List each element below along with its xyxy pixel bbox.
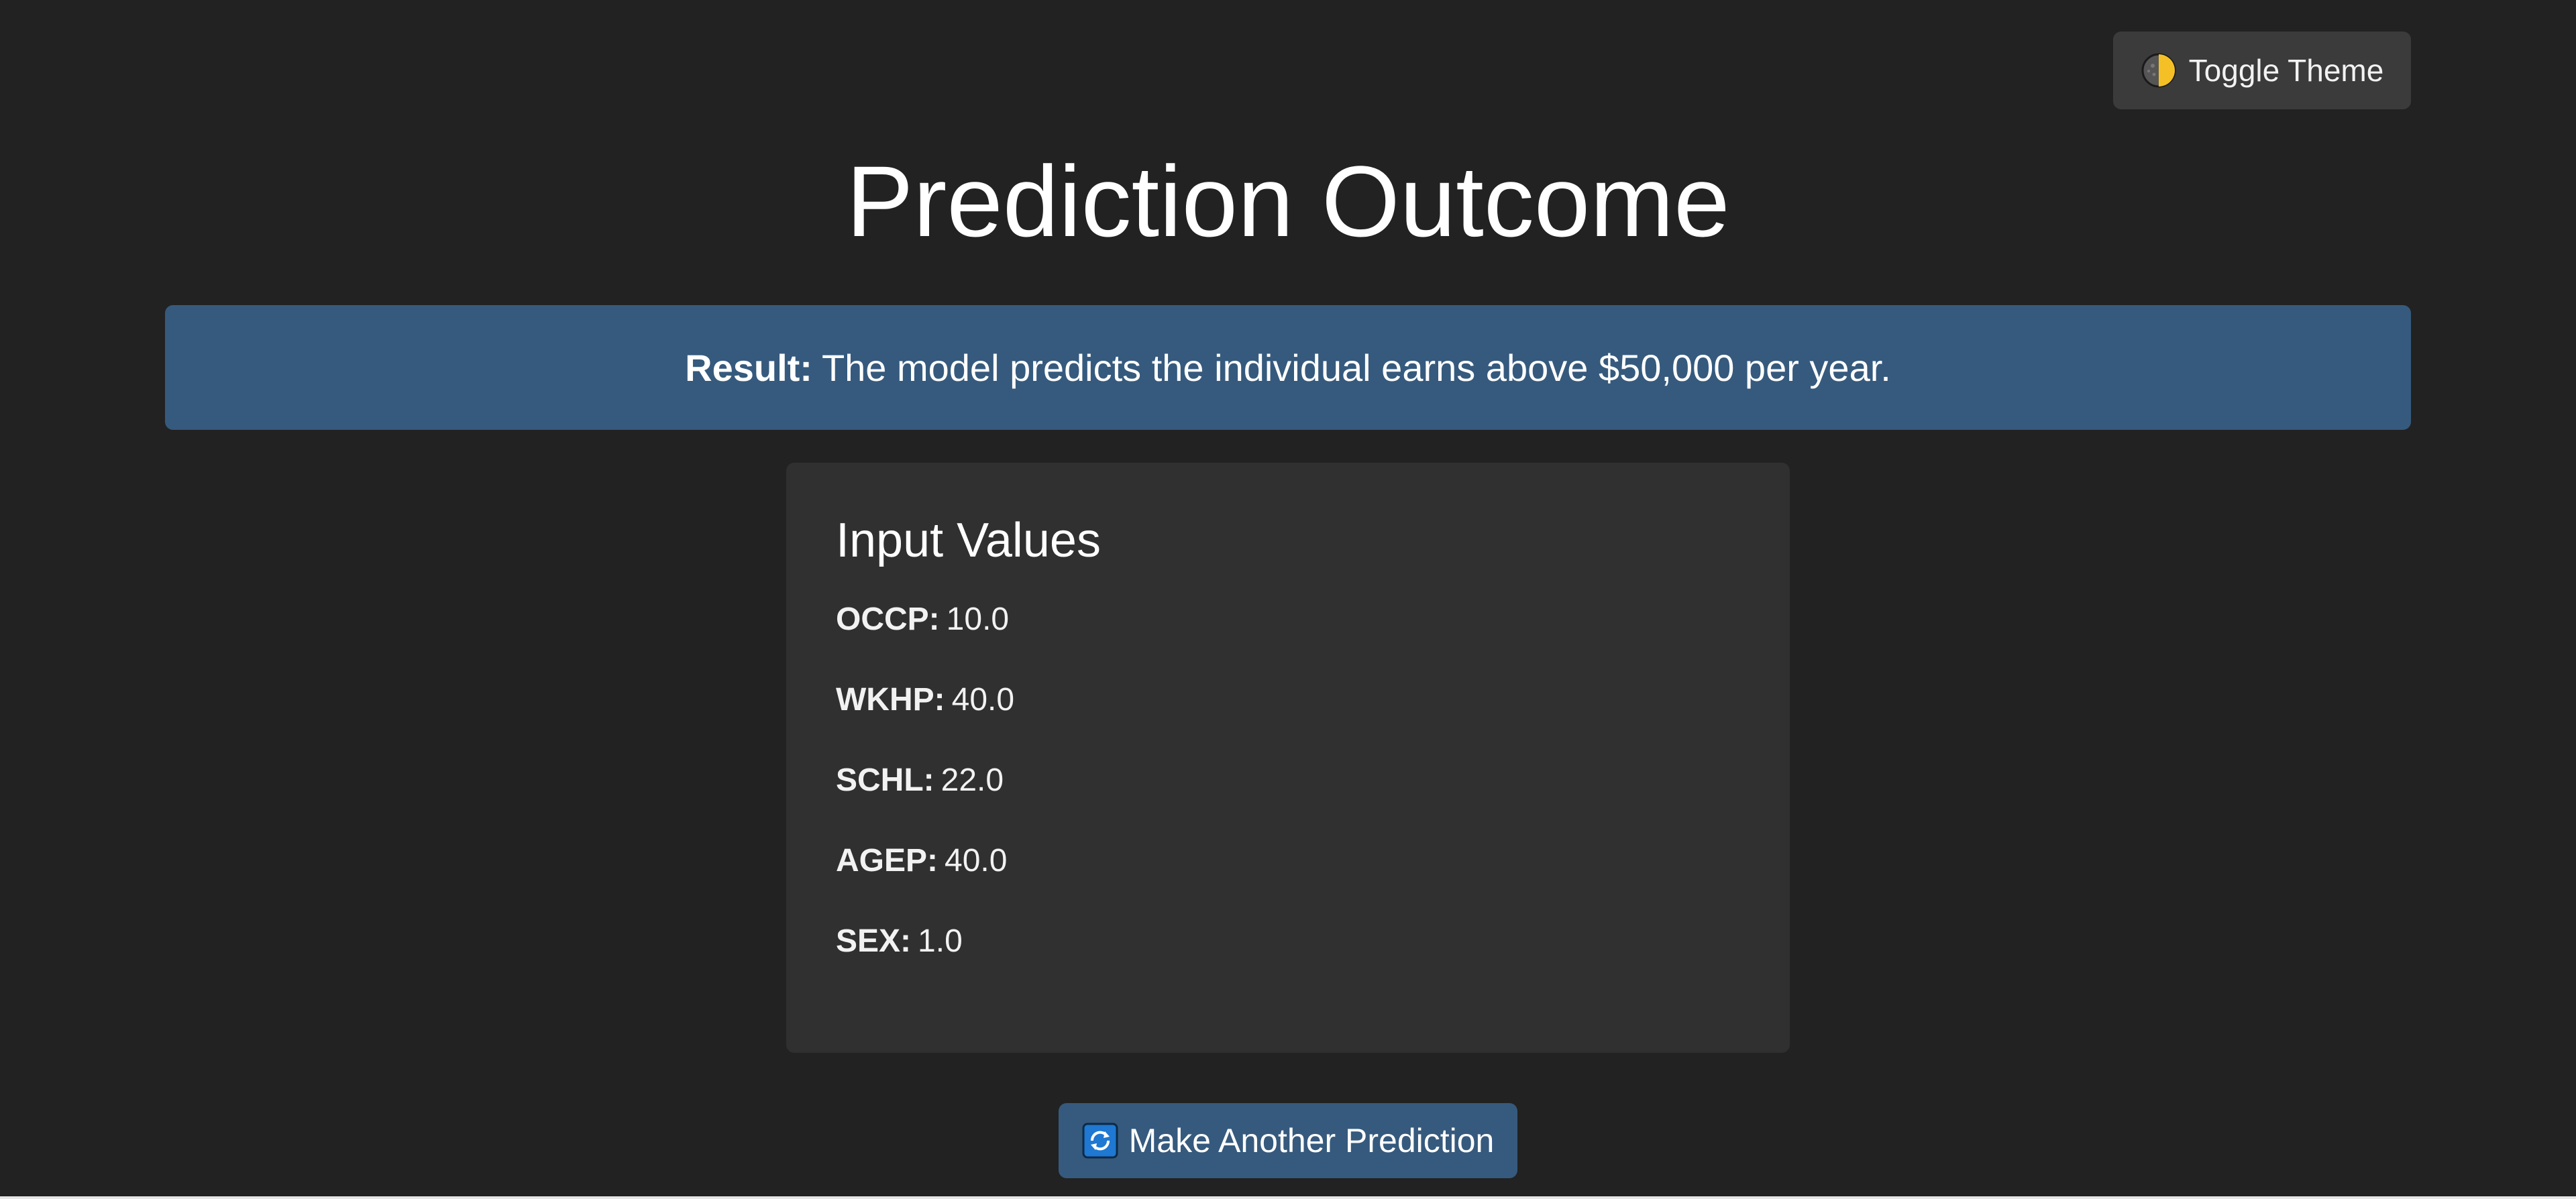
- field-row-occp: OCCP: 10.0: [836, 598, 1740, 641]
- make-another-prediction-label: Make Another Prediction: [1128, 1122, 1495, 1159]
- result-text: The model predicts the individual earns …: [821, 346, 1891, 389]
- toggle-theme-label: Toggle Theme: [2188, 53, 2384, 88]
- make-another-prediction-button[interactable]: Make Another Prediction: [1059, 1103, 1517, 1178]
- field-key: WKHP:: [836, 682, 945, 718]
- page-title: Prediction Outcome: [846, 145, 1730, 258]
- field-row-sex: SEX: 1.0: [836, 920, 1740, 963]
- field-row-schl: SCHL: 22.0: [836, 759, 1740, 802]
- refresh-icon: [1082, 1123, 1118, 1159]
- field-value: 1.0: [918, 923, 963, 959]
- field-key: AGEP:: [836, 843, 938, 878]
- result-label: Result:: [685, 346, 812, 389]
- input-values-card: Input Values OCCP: 10.0 WKHP: 40.0 SCHL: 22…: [786, 463, 1790, 1053]
- field-key: SCHL:: [836, 762, 934, 798]
- card-title: Input Values: [836, 514, 1101, 567]
- toggle-theme-button[interactable]: Toggle Theme: [2113, 32, 2411, 109]
- field-value: 10.0: [946, 602, 1010, 637]
- field-key: SEX:: [836, 923, 912, 959]
- field-key: OCCP:: [836, 602, 940, 637]
- field-value: 40.0: [945, 843, 1008, 878]
- field-row-wkhp: WKHP: 40.0: [836, 679, 1740, 722]
- half-moon-icon: [2141, 52, 2177, 89]
- field-value: 40.0: [951, 682, 1015, 718]
- bottom-divider: [0, 1196, 2576, 1199]
- result-banner: Result: The model predicts the individua…: [165, 305, 2411, 430]
- field-row-agep: AGEP: 40.0: [836, 840, 1740, 882]
- field-value: 22.0: [941, 762, 1004, 798]
